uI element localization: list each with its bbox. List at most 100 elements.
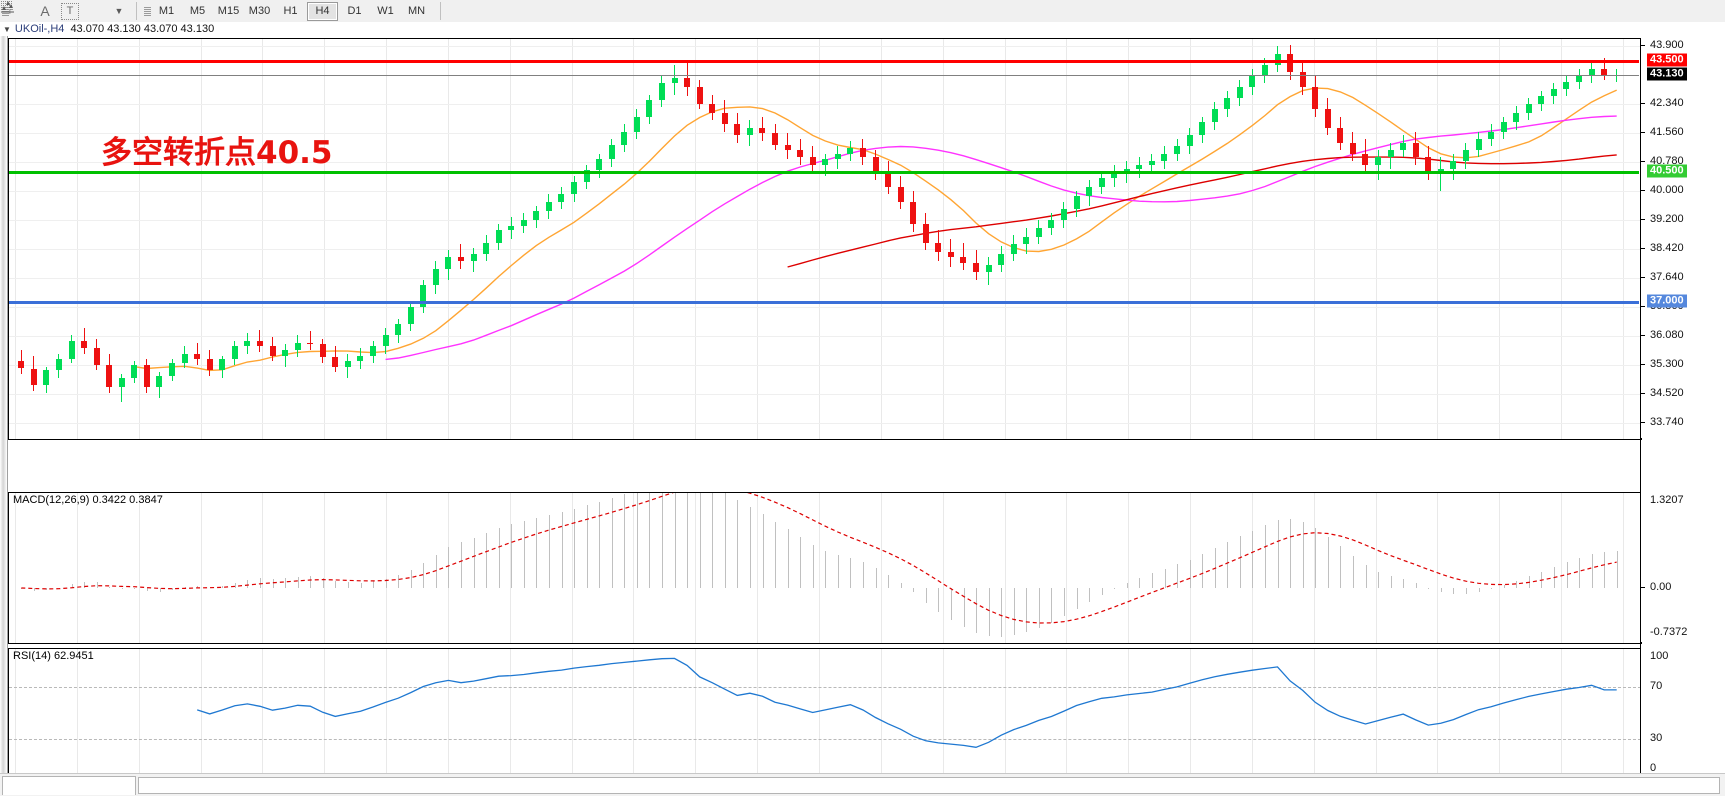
candle-wick bbox=[284, 344, 286, 367]
candle-body bbox=[596, 159, 603, 171]
grid-line-vertical bbox=[77, 39, 78, 439]
grid-line-vertical bbox=[1623, 493, 1624, 643]
timeframe-d1[interactable]: D1 bbox=[347, 5, 362, 17]
candlestick bbox=[1123, 39, 1130, 437]
macd-histogram-bar bbox=[649, 493, 651, 588]
candlestick bbox=[1450, 39, 1457, 437]
macd-histogram-bar bbox=[121, 587, 123, 589]
candle-body bbox=[809, 157, 816, 165]
price-tick: 40.000 bbox=[1641, 184, 1684, 196]
level-line-support-mid[interactable] bbox=[9, 171, 1639, 175]
candlestick bbox=[746, 39, 753, 437]
grid-line-vertical bbox=[1623, 39, 1624, 439]
candlestick bbox=[470, 39, 477, 437]
level-line-last-price[interactable] bbox=[9, 74, 1639, 76]
candle-body bbox=[608, 144, 615, 160]
candlestick bbox=[633, 39, 640, 437]
macd-histogram-bar bbox=[1390, 576, 1392, 588]
price-pane[interactable]: 多空转折点40.5 bbox=[8, 38, 1642, 440]
timeframe-m1[interactable]: M1 bbox=[158, 5, 175, 17]
grid-line-horizontal bbox=[9, 133, 1641, 134]
horizontal-scrollbar-thumb[interactable] bbox=[138, 777, 1720, 794]
chart-annotation: 多空转折点40.5 bbox=[101, 135, 333, 171]
candlestick bbox=[608, 39, 615, 437]
timeframe-h4[interactable]: H4 bbox=[307, 1, 338, 21]
macd-histogram-bar bbox=[611, 497, 613, 588]
macd-histogram-bar bbox=[1051, 587, 1053, 623]
candle-body bbox=[1148, 161, 1155, 165]
macd-label: MACD(12,26,9) 0.3422 0.3847 bbox=[13, 494, 163, 506]
grid-line-vertical bbox=[695, 493, 696, 643]
candlestick bbox=[357, 39, 364, 437]
timeframe-w1[interactable]: W1 bbox=[377, 5, 394, 17]
grid-line-horizontal bbox=[9, 249, 1641, 250]
candle-body bbox=[194, 353, 201, 360]
candle-body bbox=[985, 264, 992, 273]
grid-line-vertical bbox=[1561, 39, 1562, 439]
macd-histogram-bar bbox=[1164, 568, 1166, 588]
candlestick bbox=[332, 39, 339, 437]
candle-body bbox=[533, 211, 540, 221]
grid-line-vertical bbox=[943, 493, 944, 643]
timeframe-grip[interactable] bbox=[144, 2, 151, 20]
timeframe-m15[interactable]: M15 bbox=[217, 5, 240, 17]
candlestick bbox=[483, 39, 490, 437]
candle-body bbox=[1500, 122, 1507, 132]
candle-body bbox=[1362, 153, 1369, 165]
level-line-support-low[interactable] bbox=[9, 300, 1639, 304]
candlestick bbox=[1437, 39, 1444, 437]
candlestick bbox=[1375, 39, 1382, 437]
objects-glyph bbox=[1, 1, 14, 13]
timeframe-m5[interactable]: M5 bbox=[189, 5, 206, 17]
macd-histogram-bar bbox=[461, 542, 462, 588]
macd-histogram-bar bbox=[511, 524, 513, 588]
macd-histogram-bar bbox=[1290, 519, 1292, 588]
chart-tab[interactable] bbox=[2, 776, 136, 795]
macd-histogram-bar bbox=[335, 580, 337, 588]
symbol-caret-icon[interactable]: ▼ bbox=[3, 24, 11, 34]
candle-body bbox=[658, 83, 665, 101]
price-axis[interactable]: 43.900 42.340 41.560 40.780 40.000 39.200 38.4… bbox=[1641, 38, 1725, 438]
macd-histogram-bar bbox=[1566, 562, 1568, 588]
candle-body bbox=[332, 357, 339, 367]
objects-icon[interactable] bbox=[1, 1, 107, 21]
candlestick bbox=[1362, 39, 1369, 437]
macd-pane[interactable]: MACD(12,26,9) 0.3422 0.3847 bbox=[8, 492, 1642, 644]
macd-histogram-bar bbox=[1478, 587, 1480, 592]
macd-histogram-bar bbox=[737, 500, 739, 588]
candle-body bbox=[1375, 157, 1382, 165]
text-label-icon[interactable]: T bbox=[61, 2, 79, 20]
rsi-pane[interactable]: RSI(14) 62.9451 bbox=[8, 648, 1642, 780]
grid-line-horizontal bbox=[9, 220, 1641, 221]
timeframe-m30[interactable]: M30 bbox=[248, 5, 271, 17]
macd-axis[interactable]: 1.3207 0.00 -0.7372 bbox=[1641, 492, 1725, 642]
grid-line-vertical bbox=[1499, 493, 1500, 643]
timeframe-h1[interactable]: H1 bbox=[283, 5, 298, 17]
candlestick bbox=[621, 39, 628, 437]
text-A-icon[interactable]: A bbox=[40, 3, 50, 19]
candle-body bbox=[420, 285, 427, 308]
macd-tick: -0.7372 bbox=[1650, 626, 1688, 638]
macd-histogram-bar bbox=[712, 493, 714, 588]
macd-histogram-bar bbox=[347, 582, 349, 588]
candlestick bbox=[847, 39, 854, 437]
grid-line-vertical bbox=[448, 649, 449, 779]
candlestick bbox=[910, 39, 917, 437]
level-line-resistance[interactable] bbox=[9, 60, 1639, 64]
grid-line-vertical bbox=[1561, 493, 1562, 643]
price-tick: 38.420 bbox=[1641, 242, 1684, 254]
rsi-axis[interactable]: 100 70 30 0 bbox=[1641, 648, 1725, 778]
macd-tick: 0.00 bbox=[1641, 581, 1671, 593]
macd-histogram-bar bbox=[1302, 521, 1304, 588]
candle-body bbox=[244, 340, 251, 347]
candle-body bbox=[483, 242, 490, 254]
rsi-level-30 bbox=[9, 738, 1641, 740]
macd-histogram-bar bbox=[624, 493, 626, 588]
dropdown-arrow-icon[interactable]: ▼ bbox=[114, 6, 124, 16]
left-scrollbar[interactable] bbox=[0, 36, 8, 781]
candlestick bbox=[1136, 39, 1143, 437]
macd-histogram-bar bbox=[1491, 587, 1493, 589]
timeframe-mn[interactable]: MN bbox=[407, 5, 426, 17]
candlestick bbox=[1538, 39, 1545, 437]
candlestick bbox=[1601, 39, 1608, 437]
